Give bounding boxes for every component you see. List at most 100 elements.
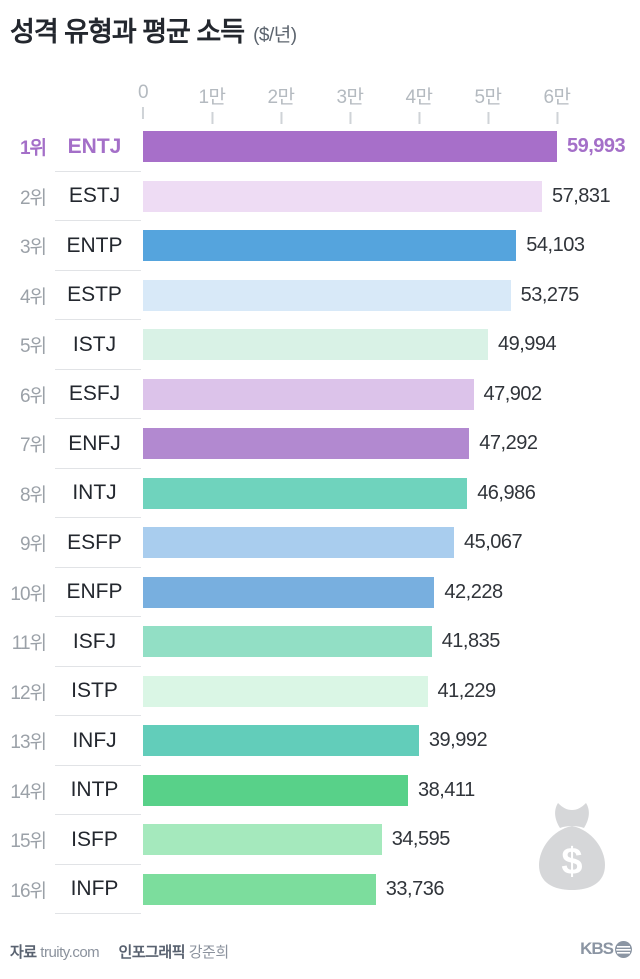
rank-label: 4위 xyxy=(19,286,47,308)
row-label-group: 2위 ESTJ xyxy=(0,172,143,222)
axis-tick: 1만 xyxy=(198,82,226,124)
bar-zone: 34,595 xyxy=(143,815,640,865)
bar-zone: 57,831 xyxy=(143,172,640,222)
chart-row: 4위 ESTP 53,275 xyxy=(0,271,640,321)
row-label-group: 5위 ISTJ xyxy=(0,320,143,370)
type-label: INFJ xyxy=(72,728,117,752)
axis-tick-mark xyxy=(487,112,489,124)
bar xyxy=(143,725,419,757)
chart-row: 9위 ESFP 45,067 xyxy=(0,518,640,568)
value-label: 39,992 xyxy=(428,729,488,752)
rank-label: 5위 xyxy=(19,336,47,358)
value-label: 47,902 xyxy=(483,382,543,405)
chart-row: 7위 ENFJ 47,292 xyxy=(0,419,640,469)
bar xyxy=(143,279,511,311)
rank-label: 16위 xyxy=(10,880,47,902)
bar-zone: 45,067 xyxy=(143,518,640,568)
bar xyxy=(143,576,435,608)
value-label: 59,993 xyxy=(567,135,626,158)
bar-zone: 46,986 xyxy=(143,469,640,519)
row-label-group: 1위 ENTJ xyxy=(0,122,143,172)
source-label: 자료 xyxy=(10,944,37,961)
type-label: INTJ xyxy=(72,481,117,505)
chart-row: 6위 ESFJ 47,902 xyxy=(0,370,640,420)
rank-label: 7위 xyxy=(19,435,47,457)
axis-tick: 6만 xyxy=(543,82,571,124)
bar-zone: 41,229 xyxy=(143,667,640,717)
rank-label: 11위 xyxy=(11,633,47,655)
value-label: 41,229 xyxy=(437,679,497,702)
type-label: ESTP xyxy=(67,283,122,307)
kbs-logo-text: KBS xyxy=(580,939,614,958)
chart-row: 3위 ENTP 54,103 xyxy=(0,221,640,271)
value-label: 34,595 xyxy=(391,828,451,851)
row-label-group: 8위 INTJ xyxy=(0,469,143,519)
bar xyxy=(143,329,488,361)
bar-zone: 38,411 xyxy=(143,766,640,816)
bar-zone: 49,994 xyxy=(143,320,640,370)
value-label: 49,994 xyxy=(498,333,557,356)
bar xyxy=(143,527,454,559)
chart-row: 12위 ISTP 41,229 xyxy=(0,667,640,717)
chart-row: 14위 INTP 38,411 xyxy=(0,766,640,816)
bar-zone: 59,993 xyxy=(143,122,640,172)
type-label: INFP xyxy=(70,877,119,901)
value-label: 41,835 xyxy=(441,630,501,653)
rank-label: 13위 xyxy=(10,732,47,754)
value-label: 54,103 xyxy=(526,234,585,257)
bar xyxy=(143,230,517,262)
bar xyxy=(143,131,557,163)
axis-tick-label: 1만 xyxy=(198,87,226,108)
value-label: 53,275 xyxy=(520,283,580,306)
header: 성격 유형과 평균 소득 ($/년) xyxy=(10,17,297,48)
chart-row: 16위 INFP 33,736 xyxy=(0,865,640,915)
chart-row: 11위 ISFJ 41,835 xyxy=(0,617,640,667)
credits: 자료 truity.com 인포그래픽 강준희 xyxy=(10,941,229,962)
row-label-group: 10위 ENFP xyxy=(0,568,143,618)
bar xyxy=(143,675,428,707)
row-label-group: 16위 INFP xyxy=(0,865,143,915)
bar xyxy=(143,428,470,460)
value-label: 57,831 xyxy=(552,184,611,207)
axis-tick-label: 4만 xyxy=(405,87,433,108)
footer: 자료 truity.com 인포그래픽 강준희 KBS xyxy=(0,936,640,964)
bar-zone: 54,103 xyxy=(143,221,640,271)
type-label: INTP xyxy=(70,778,119,802)
bar-zone: 53,275 xyxy=(143,271,640,321)
row-label-group: 6위 ESFJ xyxy=(0,370,143,420)
rank-label: 6위 xyxy=(19,385,47,407)
bar xyxy=(143,873,376,905)
chart-row: 8위 INTJ 46,986 xyxy=(0,469,640,519)
row-label-group: 15위 ISFP xyxy=(0,815,143,865)
rank-label: 3위 xyxy=(19,237,47,259)
money-bag-icon: $ xyxy=(539,803,605,890)
source-value: truity.com xyxy=(40,944,100,961)
bar xyxy=(143,626,432,658)
type-label: ENFP xyxy=(66,580,123,604)
bar-zone: 41,835 xyxy=(143,617,640,667)
row-label-group: 4위 ESTP xyxy=(0,271,143,321)
type-label: ISFJ xyxy=(72,629,117,653)
x-axis: 0 1만 2만 3만 4만 5만 6만 xyxy=(0,82,640,124)
type-label: ESFJ xyxy=(68,382,121,406)
axis-tick-mark xyxy=(349,112,351,124)
rank-label: 14위 xyxy=(10,781,47,803)
bar-zone: 39,992 xyxy=(143,716,640,766)
row-label-group: 12위 ISTP xyxy=(0,667,143,717)
row-label-group: 14위 INTP xyxy=(0,766,143,816)
row-label-group: 7위 ENFJ xyxy=(0,419,143,469)
axis-tick: 3만 xyxy=(336,82,364,124)
page-title: 성격 유형과 평균 소득 xyxy=(10,17,245,47)
row-label-group: 9위 ESFP xyxy=(0,518,143,568)
axis-tick-mark xyxy=(556,112,558,124)
value-label: 45,067 xyxy=(464,531,523,554)
rank-label: 15위 xyxy=(10,831,47,853)
axis-tick-label: 2만 xyxy=(267,87,295,108)
chart-row: 13위 INFJ 39,992 xyxy=(0,716,640,766)
chart-row: 2위 ESTJ 57,831 xyxy=(0,172,640,222)
type-label: ESFP xyxy=(67,530,122,554)
value-label: 46,986 xyxy=(477,481,536,504)
credit-value: 강준희 xyxy=(188,944,229,961)
axis-tick: 0 xyxy=(138,82,149,119)
